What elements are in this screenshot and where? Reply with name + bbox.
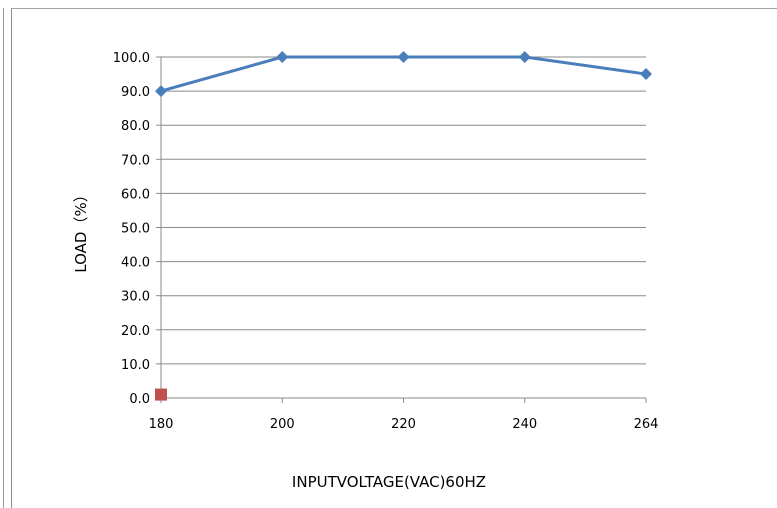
y-tick-label: 0.0 — [129, 392, 150, 407]
x-tick-label: 264 — [634, 417, 659, 432]
x-tick-label: 240 — [512, 417, 537, 432]
x-tick-label: 180 — [149, 417, 174, 432]
frame-top-line — [11, 8, 777, 9]
x-tick-labels: 180 200 220 240 264 — [149, 417, 659, 432]
x-tick-label: 200 — [270, 417, 295, 432]
y-tick-label: 70.0 — [121, 153, 150, 168]
data-point-diamond — [276, 51, 289, 63]
y-tick-label: 30.0 — [121, 290, 150, 305]
y-axis-title: LOAD（%） — [72, 187, 90, 272]
data-point-diamond — [155, 85, 167, 98]
y-tick-labels: 100.0 90.0 80.0 70.0 60.0 50.0 40.0 30.0 20.0 10.… — [113, 51, 150, 407]
data-point-diamond — [397, 51, 410, 63]
y-tick-label: 10.0 — [121, 358, 150, 373]
axes — [156, 56, 647, 403]
y-tick-label: 20.0 — [121, 324, 150, 339]
y-tick-label: 50.0 — [121, 222, 150, 237]
data-point-square — [155, 388, 167, 401]
x-axis-title: INPUTVOLTAGE(VAC)60HZ — [292, 473, 486, 491]
x-tick-label: 220 — [391, 417, 416, 432]
frame-left-inner-line — [11, 8, 12, 508]
data-point-diamond — [640, 68, 652, 81]
series-group — [155, 51, 652, 401]
frame-left-outer-line — [3, 8, 4, 508]
y-tick-label: 80.0 — [121, 119, 150, 134]
y-tick-label: 60.0 — [121, 187, 150, 202]
y-tick-label: 90.0 — [121, 85, 150, 100]
y-tick-label: 100.0 — [113, 51, 150, 66]
gridlines — [161, 56, 646, 365]
data-point-diamond — [518, 51, 531, 63]
y-tick-label: 40.0 — [121, 256, 150, 271]
